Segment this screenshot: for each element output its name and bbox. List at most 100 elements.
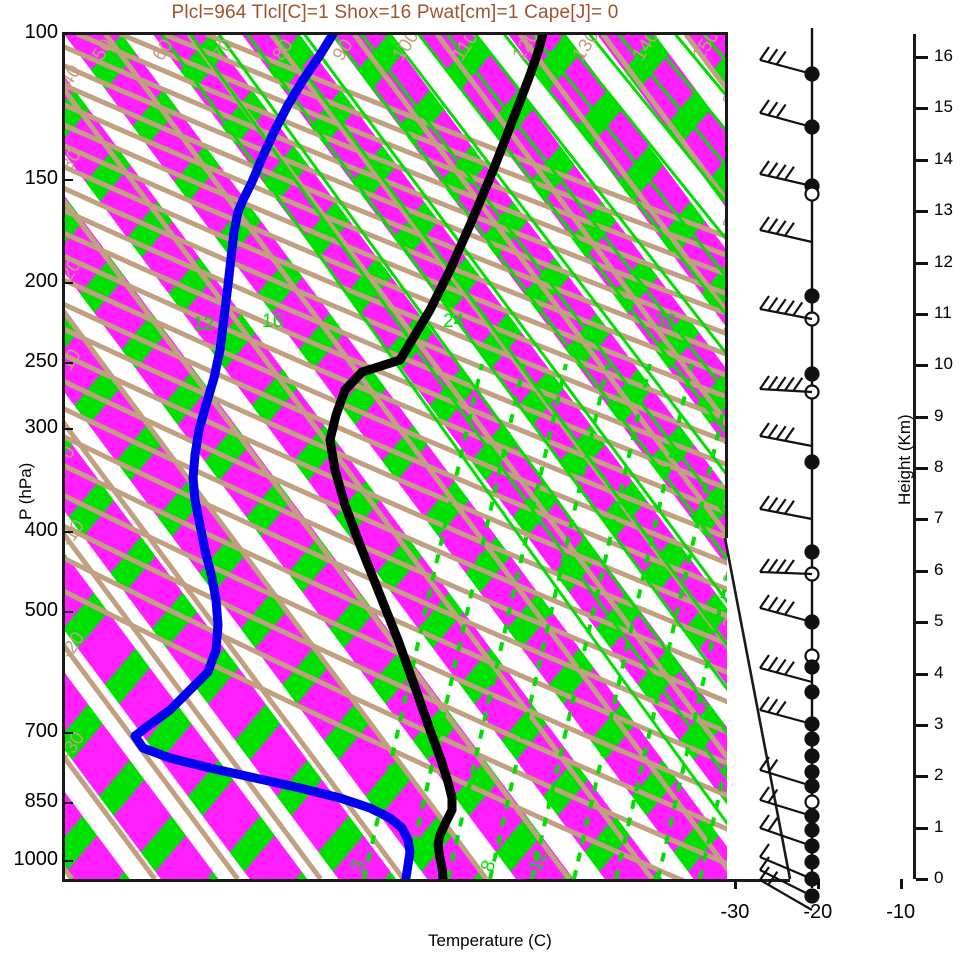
height-tick-label: 0: [934, 868, 944, 887]
temperature-axis-label: Temperature (C): [428, 931, 552, 950]
pressure-tick: [64, 427, 73, 430]
wind-barb-flag: [784, 427, 795, 442]
temperature-tick: [733, 879, 737, 889]
height-tick-label: 11: [934, 302, 952, 322]
pressure-tick-label: 150: [24, 166, 58, 189]
wind-barb-flag: [784, 222, 795, 237]
height-tick-label: 4: [934, 662, 944, 682]
pressure-tick-label: 200: [24, 270, 58, 293]
height-tick: [916, 312, 928, 316]
pressure-tick: [64, 33, 73, 35]
height-tick-label: 14: [934, 148, 953, 168]
height-tick: [916, 621, 928, 625]
wind-barb-flag: [775, 559, 787, 574]
height-tick: [916, 467, 928, 471]
wind-barb-flag: [767, 218, 779, 233]
pressure-tick: [64, 732, 73, 735]
height-tick-label: 8: [934, 457, 944, 477]
mixing-ratio-label: 24: [443, 311, 465, 332]
plot-border-bottom: [62, 879, 790, 882]
pressure-tick-label: 300: [24, 415, 58, 438]
isotherm-label: 0: [719, 414, 727, 434]
wind-barb-flag: [759, 422, 770, 437]
wind-barb-flag: [767, 758, 779, 774]
height-tick: [916, 878, 928, 881]
wind-level-marker: [804, 544, 820, 560]
wind-barb-flag: [767, 101, 779, 116]
pressure-tick-label: 1000: [13, 848, 59, 871]
wind-barb-flag: [767, 596, 779, 611]
height-tick: [916, 107, 928, 111]
wind-barb-flag: [784, 376, 795, 392]
wind-level-marker: [804, 764, 820, 780]
wind-barb-flag: [767, 162, 779, 177]
height-tick: [916, 364, 928, 368]
wind-barb-flag: [759, 866, 770, 881]
temperature-tick-label: -10: [886, 901, 916, 923]
height-tick-label: 10: [934, 354, 953, 374]
wind-barb-flag: [767, 698, 779, 713]
wind-barb-flag: [759, 216, 770, 231]
wind-level-marker: [804, 684, 820, 700]
wind-barb-flag: [767, 48, 779, 63]
isotherm-label: 10: [719, 486, 727, 515]
wind-barb-flag: [759, 99, 770, 114]
pressure-tick: [64, 611, 73, 614]
dewpoint-profile-curve: [130, 34, 415, 879]
wind-level-marker: [804, 454, 820, 470]
wind-barb-flag: [784, 559, 795, 574]
height-tick: [916, 518, 928, 522]
wind-barb-shaft: [759, 768, 813, 788]
wind-barb-flag: [767, 558, 779, 573]
isotherm-label: 20: [719, 562, 727, 591]
pressure-tick-label: 100: [24, 21, 58, 43]
height-axis-line: [913, 34, 916, 879]
wind-barb-column: [759, 28, 820, 911]
wind-barb-flag: [767, 788, 779, 804]
height-tick-label: 13: [934, 200, 953, 220]
pressure-tick-label: 700: [24, 720, 58, 743]
wind-barb-flag: [775, 498, 787, 513]
wind-barb-flag: [775, 425, 787, 440]
wind-barb-flag: [775, 376, 787, 391]
temperature-tick-label: 0: [954, 901, 961, 924]
plot-border-top: [64, 32, 727, 35]
wind-barb-flag: [759, 814, 770, 829]
height-tick-label: 3: [934, 713, 944, 733]
pressure-tick-label: 400: [24, 519, 58, 542]
wind-barb-flag: [775, 220, 787, 235]
height-tick-label: 6: [934, 559, 944, 579]
wind-barb-shaft: [759, 111, 813, 129]
wind-barb-flag: [767, 296, 779, 312]
wind-barb-flag: [759, 375, 770, 390]
mixing-ratio-label: 16: [262, 311, 283, 332]
wind-barb-flag: [775, 598, 787, 614]
wind-level-marker: [804, 748, 820, 764]
pressure-tick-label: 500: [24, 599, 58, 622]
height-tick: [916, 569, 928, 573]
wind-level-marker: [804, 794, 820, 810]
wind-barb-flag: [759, 843, 770, 858]
wind-barb-flag: [759, 594, 770, 609]
wind-barb-shaft: [759, 879, 813, 911]
wind-barb-flag: [767, 496, 779, 512]
wind-barb-flag: [759, 295, 770, 310]
wind-level-marker: [804, 822, 820, 838]
wind-level-marker: [804, 186, 820, 202]
wind-level-marker: [804, 659, 820, 675]
pressure-tick: [64, 860, 73, 863]
wind-level-marker: [804, 731, 820, 747]
height-tick: [916, 672, 928, 676]
mixing-ratio-label: 32: [655, 311, 676, 332]
height-tick-label: 12: [934, 251, 953, 271]
wind-level-marker: [804, 288, 820, 304]
wind-barb-flag: [775, 50, 787, 66]
temperature-tick: [899, 879, 903, 889]
pressure-tick: [64, 531, 73, 534]
height-tick-label: 15: [934, 97, 953, 117]
wind-barb-shaft: [759, 58, 813, 76]
height-tick-label: 1: [934, 816, 944, 836]
height-tick-label: 16: [934, 46, 953, 66]
wind-barb-flag: [767, 423, 779, 439]
temperature-profile-curve: [325, 34, 548, 879]
